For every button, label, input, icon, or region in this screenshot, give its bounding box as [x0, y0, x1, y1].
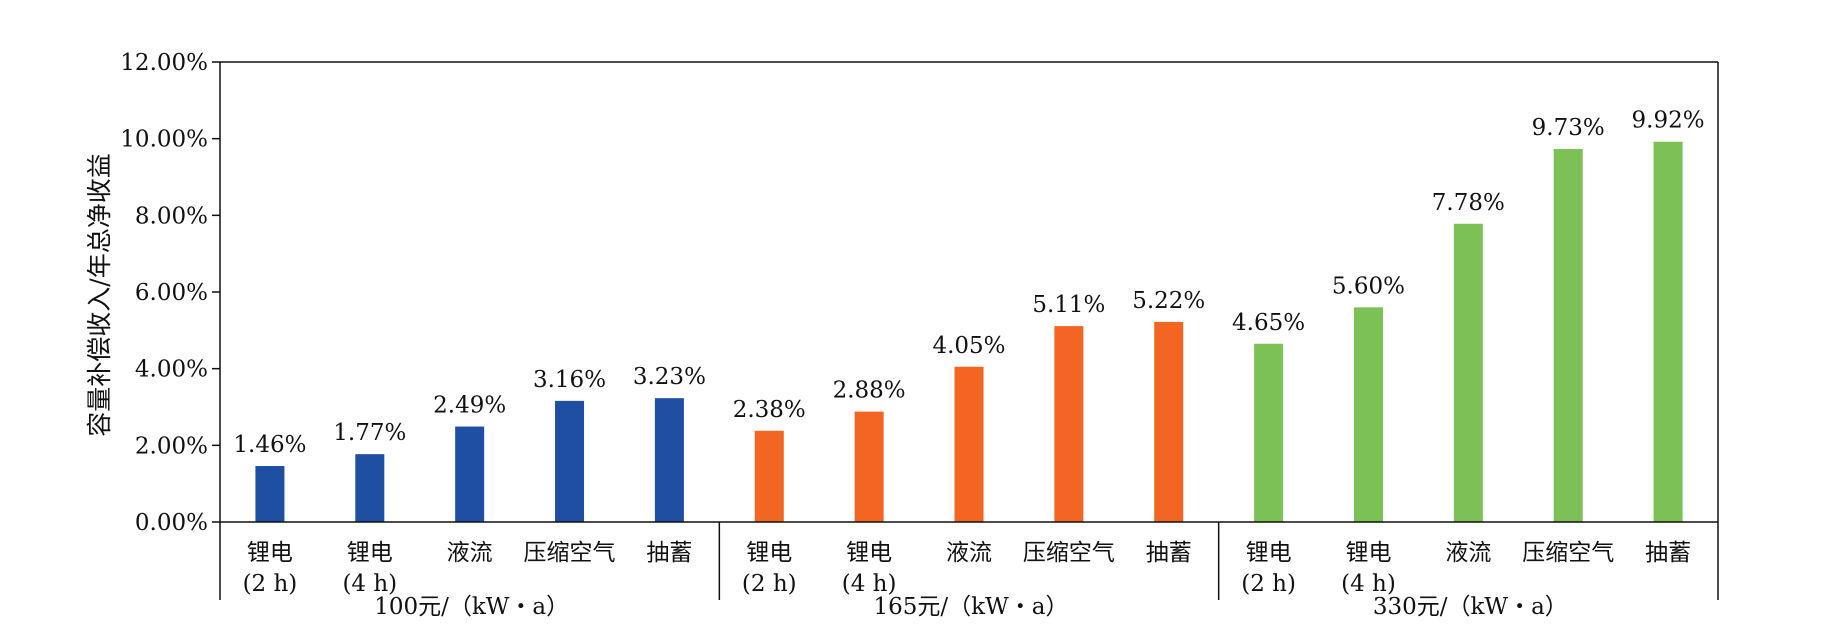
category-label: 抽蓄: [1146, 540, 1192, 566]
bar: [954, 366, 984, 522]
bar: [1353, 307, 1383, 522]
plot-frame: [219, 61, 1719, 600]
bar: [754, 430, 784, 522]
bar-value-label: 2.38%: [733, 397, 806, 423]
category-label: 液流: [946, 540, 992, 566]
bar-value-label: 9.92%: [1632, 108, 1705, 134]
bar: [654, 398, 684, 522]
category-label: 锂电: [1246, 540, 1292, 566]
category-labels: 锂电 (2 h) 锂电 (4 h) 液流 压缩空气 抽蓄 100元/（kW・a） 锂电 (2 h)…: [243, 540, 1691, 620]
category-label: 压缩空气: [1522, 540, 1614, 566]
bar-value-label: 1.46%: [233, 432, 306, 458]
bar-value-label: 2.88%: [833, 378, 906, 404]
y-tick-label: 8.00%: [135, 203, 208, 229]
y-tick-label: 2.00%: [135, 433, 208, 459]
group-label: 100元/（kW・a）: [374, 594, 569, 620]
category-label: 锂电: [846, 540, 892, 566]
bar-value-label: 5.11%: [1032, 292, 1105, 318]
category-label: 压缩空气: [524, 540, 616, 566]
category-label: 抽蓄: [646, 540, 692, 566]
bar: [854, 411, 884, 522]
y-axis-label: 容量补偿收入/年总净收益: [85, 153, 114, 436]
category-label: (2 h): [1241, 571, 1296, 597]
category-label: (2 h): [243, 571, 298, 597]
bar-value-label: 4.65%: [1232, 310, 1305, 336]
category-label: 锂电: [247, 540, 293, 566]
category-label: 压缩空气: [1023, 540, 1115, 566]
bar: [1653, 141, 1683, 522]
bar-value-label: 2.49%: [433, 393, 506, 419]
category-label: (4 h): [842, 571, 897, 597]
category-label: (2 h): [742, 571, 797, 597]
category-label: 液流: [447, 540, 493, 566]
category-label: (4 h): [342, 571, 397, 597]
bar-value-label: 1.77%: [333, 420, 406, 446]
category-label: 锂电: [746, 540, 792, 566]
bar-value-label: 5.22%: [1132, 288, 1205, 314]
bar-value-label: 5.60%: [1332, 273, 1405, 299]
bar: [555, 400, 585, 522]
bar-value-label: 7.78%: [1432, 190, 1505, 216]
bar: [1553, 149, 1583, 522]
bar-value-label: 3.16%: [533, 367, 606, 393]
group-label: 165元/（kW・a）: [874, 594, 1069, 620]
bar-value-label: 9.73%: [1532, 115, 1605, 141]
bar: [455, 426, 485, 522]
group-label: 330元/（kW・a）: [1373, 594, 1568, 620]
category-label: (4 h): [1341, 571, 1396, 597]
bar: [1154, 321, 1184, 522]
y-tick-label: 12.00%: [120, 50, 208, 76]
bar: [1254, 343, 1284, 522]
y-tick-label: 6.00%: [135, 280, 208, 306]
y-tick-label: 4.00%: [135, 357, 208, 383]
y-tick-label: 0.00%: [135, 510, 208, 536]
bar-value-label: 4.05%: [932, 333, 1005, 359]
bar: [255, 466, 285, 522]
y-tick-label: 10.00%: [120, 127, 208, 153]
category-label: 锂电: [347, 540, 393, 566]
bar: [355, 454, 385, 522]
value-labels: 1.46% 1.77% 2.49% 3.16% 3.23% 2.38% 2.88% 4.05%…: [233, 108, 1704, 458]
category-label: 液流: [1445, 540, 1491, 566]
bar-value-label: 3.23%: [633, 364, 706, 390]
bar: [1453, 223, 1483, 522]
bar: [1054, 326, 1084, 522]
bars: [255, 141, 1683, 522]
category-label: 锂电: [1345, 540, 1391, 566]
y-axis: 0.00% 2.00% 4.00% 6.00% 8.00% 10.00% 12.00%: [120, 50, 220, 536]
category-label: 抽蓄: [1645, 540, 1691, 566]
